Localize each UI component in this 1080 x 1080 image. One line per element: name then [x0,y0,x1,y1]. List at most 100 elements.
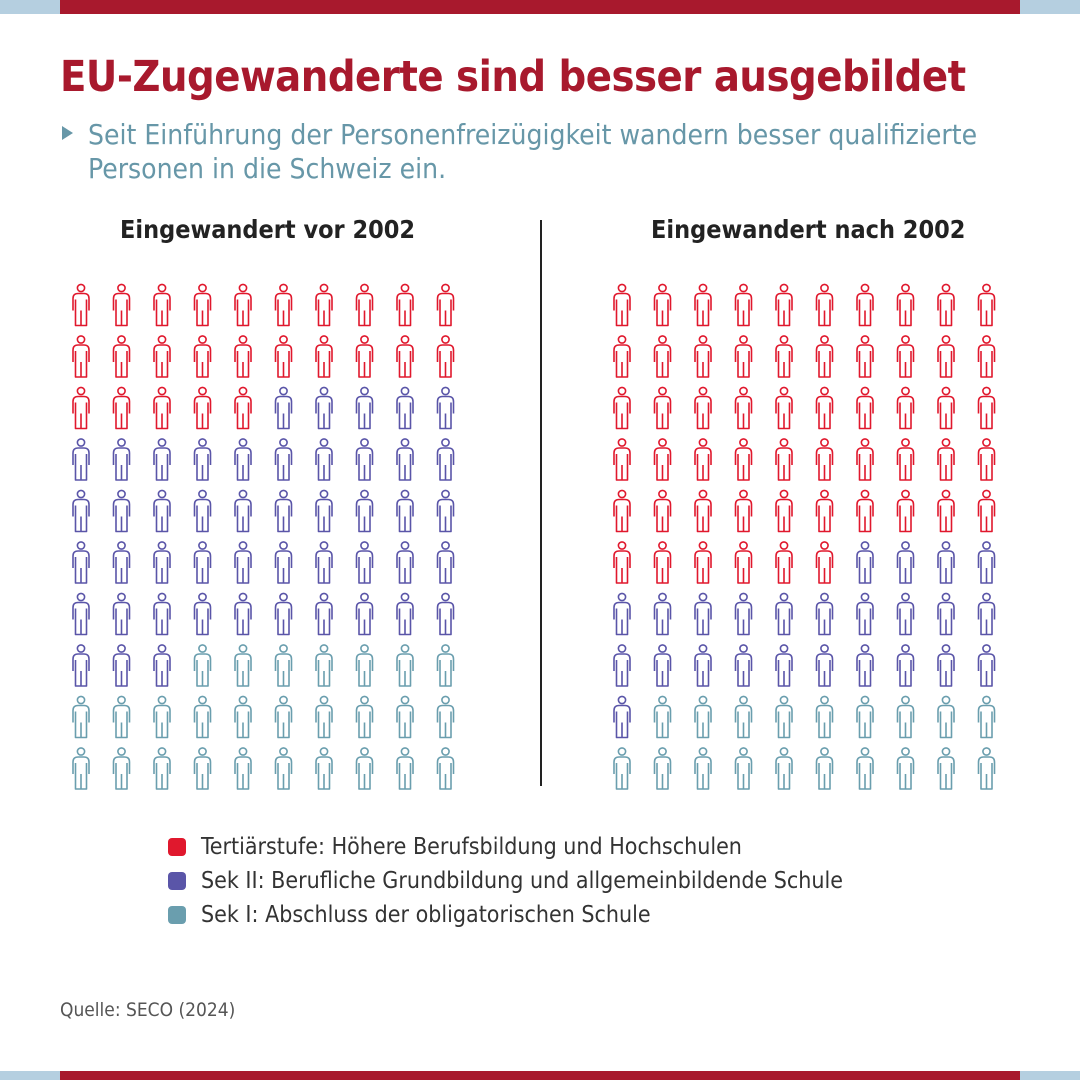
person-icon-sek2 [274,438,293,481]
person-icon-sek2 [856,592,874,636]
person-icon-tertiaer [694,541,712,584]
person-icon-sek1 [815,695,834,739]
person-icon-tertiaer [653,489,672,533]
panel-heading-before-2002: Eingewandert vor 2002 [120,215,416,244]
person-icon-tertiaer [937,335,955,378]
person-icon-sek2 [694,644,712,687]
person-icon-sek1 [193,695,212,739]
person-icon-tertiaer [694,283,712,327]
person-icon-tertiaer [653,283,672,327]
subtitle-text: Seit Einführung der Personenfreizügigkei… [88,118,978,185]
person-icon-sek2 [72,592,90,636]
person-icon-tertiaer [937,386,955,430]
person-icon-sek2 [355,489,374,533]
person-icon-sek1 [613,747,631,790]
person-icon-sek2 [734,592,753,636]
person-icon-sek2 [613,644,631,687]
person-icon-sek1 [896,747,915,790]
person-icon-sek2 [274,541,293,584]
person-icon-sek2 [977,541,996,584]
person-icon-sek2 [896,541,915,584]
person-icon-tertiaer [937,489,955,533]
person-icon-tertiaer [193,283,212,327]
person-icon-sek2 [856,644,874,687]
person-icon-sek2 [653,644,672,687]
person-icon-sek1 [193,747,212,790]
person-icon-tertiaer [613,283,631,327]
bottom-accent-bar-left [0,1071,60,1080]
top-accent-bar-left [0,0,60,14]
person-icon-tertiaer [234,386,252,430]
person-icon-sek2 [112,541,131,584]
person-icon-tertiaer [856,489,874,533]
person-icon-tertiaer [613,386,631,430]
person-icon-tertiaer [315,335,333,378]
person-icon-sek2 [815,592,834,636]
person-icon-sek2 [72,644,90,687]
person-icon-sek1 [396,695,414,739]
person-icon-sek2 [436,386,455,430]
person-icon-tertiaer [653,541,672,584]
person-icon-sek1 [234,747,252,790]
chart-title: EU-Zugewanderte sind besser ausgebildet [60,52,966,102]
pictogram-grid-after-2002 [613,283,996,790]
person-icon-sek1 [436,695,455,739]
person-icon-sek2 [355,438,374,481]
person-icon-sek1 [234,644,252,687]
person-icon-sek1 [937,695,955,739]
person-icon-tertiaer [775,438,793,481]
person-icon-sek1 [653,695,672,739]
person-icon-tertiaer [734,335,753,378]
person-icon-sek1 [72,747,90,790]
person-icon-tertiaer [613,541,631,584]
person-icon-tertiaer [436,335,455,378]
person-icon-sek2 [153,592,171,636]
person-icon-sek1 [315,747,333,790]
person-icon-sek1 [896,695,915,739]
person-icon-sek2 [234,541,252,584]
person-icon-tertiaer [896,335,915,378]
person-icon-sek2 [613,592,631,636]
person-icon-tertiaer [72,283,90,327]
top-brand-bar [60,0,1020,14]
person-icon-sek1 [775,747,793,790]
person-icon-sek2 [396,541,414,584]
person-icon-sek2 [396,386,414,430]
person-icon-sek1 [775,695,793,739]
person-icon-sek2 [153,489,171,533]
person-icon-sek2 [72,541,90,584]
person-icon-sek2 [815,644,834,687]
person-icon-sek2 [315,386,333,430]
person-icon-tertiaer [234,283,252,327]
person-icon-tertiaer [315,283,333,327]
person-icon-sek2 [315,541,333,584]
person-icon-tertiaer [815,489,834,533]
person-icon-sek2 [315,438,333,481]
person-icon-tertiaer [355,283,374,327]
person-icon-sek2 [436,489,455,533]
person-icon-tertiaer [112,283,131,327]
person-icon-tertiaer [193,386,212,430]
person-icon-sek1 [815,747,834,790]
person-icon-tertiaer [153,386,171,430]
legend-label-tertiaer: Tertiärstufe: Höhere Berufsbildung und H… [201,834,742,860]
person-icon-sek2 [112,592,131,636]
person-icon-tertiaer [937,438,955,481]
person-icon-tertiaer [815,283,834,327]
person-icon-tertiaer [775,335,793,378]
person-icon-tertiaer [856,335,874,378]
person-icon-tertiaer [234,335,252,378]
person-icon-sek1 [193,644,212,687]
person-icon-tertiaer [977,386,996,430]
person-icon-sek2 [153,541,171,584]
person-icon-sek1 [396,747,414,790]
person-icon-sek2 [896,592,915,636]
legend-label-sek1: Sek I: Abschluss der obligatorischen Sch… [201,902,651,928]
person-icon-tertiaer [896,489,915,533]
person-icon-tertiaer [193,335,212,378]
person-icon-sek1 [734,695,753,739]
person-icon-sek2 [234,489,252,533]
person-icon-sek2 [193,438,212,481]
person-icon-sek2 [72,438,90,481]
legend-swatch-tertiaer [168,838,186,856]
